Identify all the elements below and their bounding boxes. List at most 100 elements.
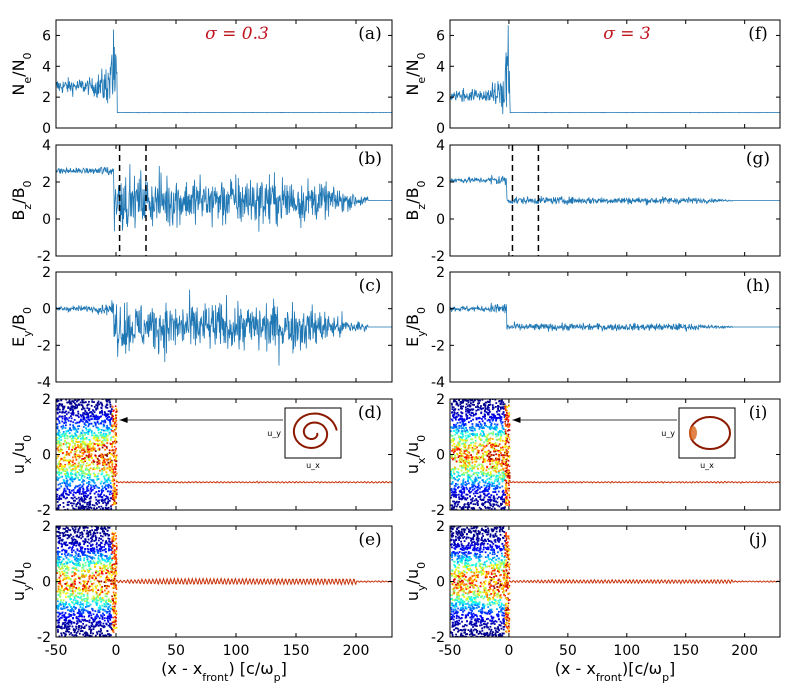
particle	[112, 540, 115, 542]
particle	[57, 587, 60, 590]
particle	[80, 443, 82, 445]
particle	[70, 417, 73, 420]
particle	[74, 451, 77, 453]
particle	[80, 470, 83, 472]
label-part: 0	[415, 307, 428, 314]
particle	[108, 463, 110, 465]
particle	[106, 406, 109, 409]
particle	[115, 441, 118, 443]
particle	[93, 507, 95, 510]
particle	[76, 471, 79, 473]
particle	[468, 511, 470, 513]
particle	[472, 492, 475, 495]
particle	[69, 402, 71, 405]
particle	[101, 546, 103, 548]
particle	[72, 468, 74, 470]
particle	[113, 482, 116, 485]
particle	[96, 404, 99, 407]
particle	[81, 630, 84, 632]
particle	[105, 541, 108, 544]
particle	[496, 493, 498, 496]
particle	[86, 634, 89, 637]
particle	[88, 409, 90, 411]
particle	[76, 513, 78, 515]
particle	[489, 499, 492, 501]
particle	[484, 401, 487, 404]
particle	[97, 638, 99, 640]
particle	[65, 481, 68, 484]
particle	[465, 448, 468, 451]
particle	[106, 575, 109, 578]
particle	[96, 402, 99, 405]
particle	[113, 601, 115, 604]
particle	[114, 538, 116, 541]
particle	[110, 616, 113, 619]
particle	[112, 629, 115, 631]
particle	[93, 432, 96, 434]
particle	[95, 426, 98, 429]
particle	[487, 438, 490, 441]
particle	[86, 605, 88, 607]
particle	[489, 466, 492, 469]
particle	[89, 415, 92, 417]
particle	[454, 503, 457, 505]
particle	[81, 576, 83, 578]
particle	[465, 408, 467, 411]
particle	[82, 418, 85, 421]
particle	[92, 613, 95, 616]
particle	[489, 451, 492, 454]
particle	[108, 617, 111, 620]
particle	[77, 454, 80, 457]
particle	[66, 512, 68, 514]
particle	[61, 563, 64, 566]
particle	[454, 458, 456, 461]
particle	[64, 484, 67, 487]
particle	[59, 442, 61, 445]
particle	[454, 491, 456, 494]
particle	[495, 471, 498, 473]
particle	[455, 418, 457, 421]
particle	[56, 557, 59, 560]
particle	[92, 397, 94, 399]
particle	[82, 463, 85, 466]
label-part: z	[415, 204, 428, 210]
particle	[471, 449, 473, 452]
particle	[464, 498, 467, 501]
particle	[80, 550, 82, 552]
particle	[502, 479, 505, 481]
particle	[454, 513, 456, 515]
particle	[58, 638, 60, 640]
particle	[92, 445, 95, 447]
particle	[84, 541, 87, 544]
particle	[109, 497, 112, 500]
y-tick-label: 4	[42, 138, 51, 154]
particle	[98, 617, 101, 620]
particle	[60, 616, 63, 619]
particle	[98, 417, 100, 420]
particle	[78, 625, 81, 627]
particle	[72, 628, 75, 630]
particle	[65, 551, 68, 554]
particle	[486, 493, 489, 496]
particle	[106, 429, 109, 432]
particle	[503, 472, 505, 475]
particle	[81, 399, 83, 401]
particle	[61, 549, 63, 552]
particle	[114, 575, 116, 577]
particle	[104, 412, 107, 415]
particle	[56, 619, 59, 622]
particle	[466, 483, 468, 485]
particle	[83, 472, 86, 475]
particle	[102, 442, 105, 445]
particle	[91, 556, 94, 559]
particle	[64, 510, 66, 512]
particle	[98, 448, 101, 451]
particle	[66, 531, 69, 533]
particle	[81, 607, 84, 609]
particle	[502, 507, 504, 510]
particle	[474, 503, 477, 506]
particle	[110, 634, 112, 637]
particle	[101, 570, 103, 573]
particle	[62, 470, 65, 472]
particle	[115, 550, 117, 553]
